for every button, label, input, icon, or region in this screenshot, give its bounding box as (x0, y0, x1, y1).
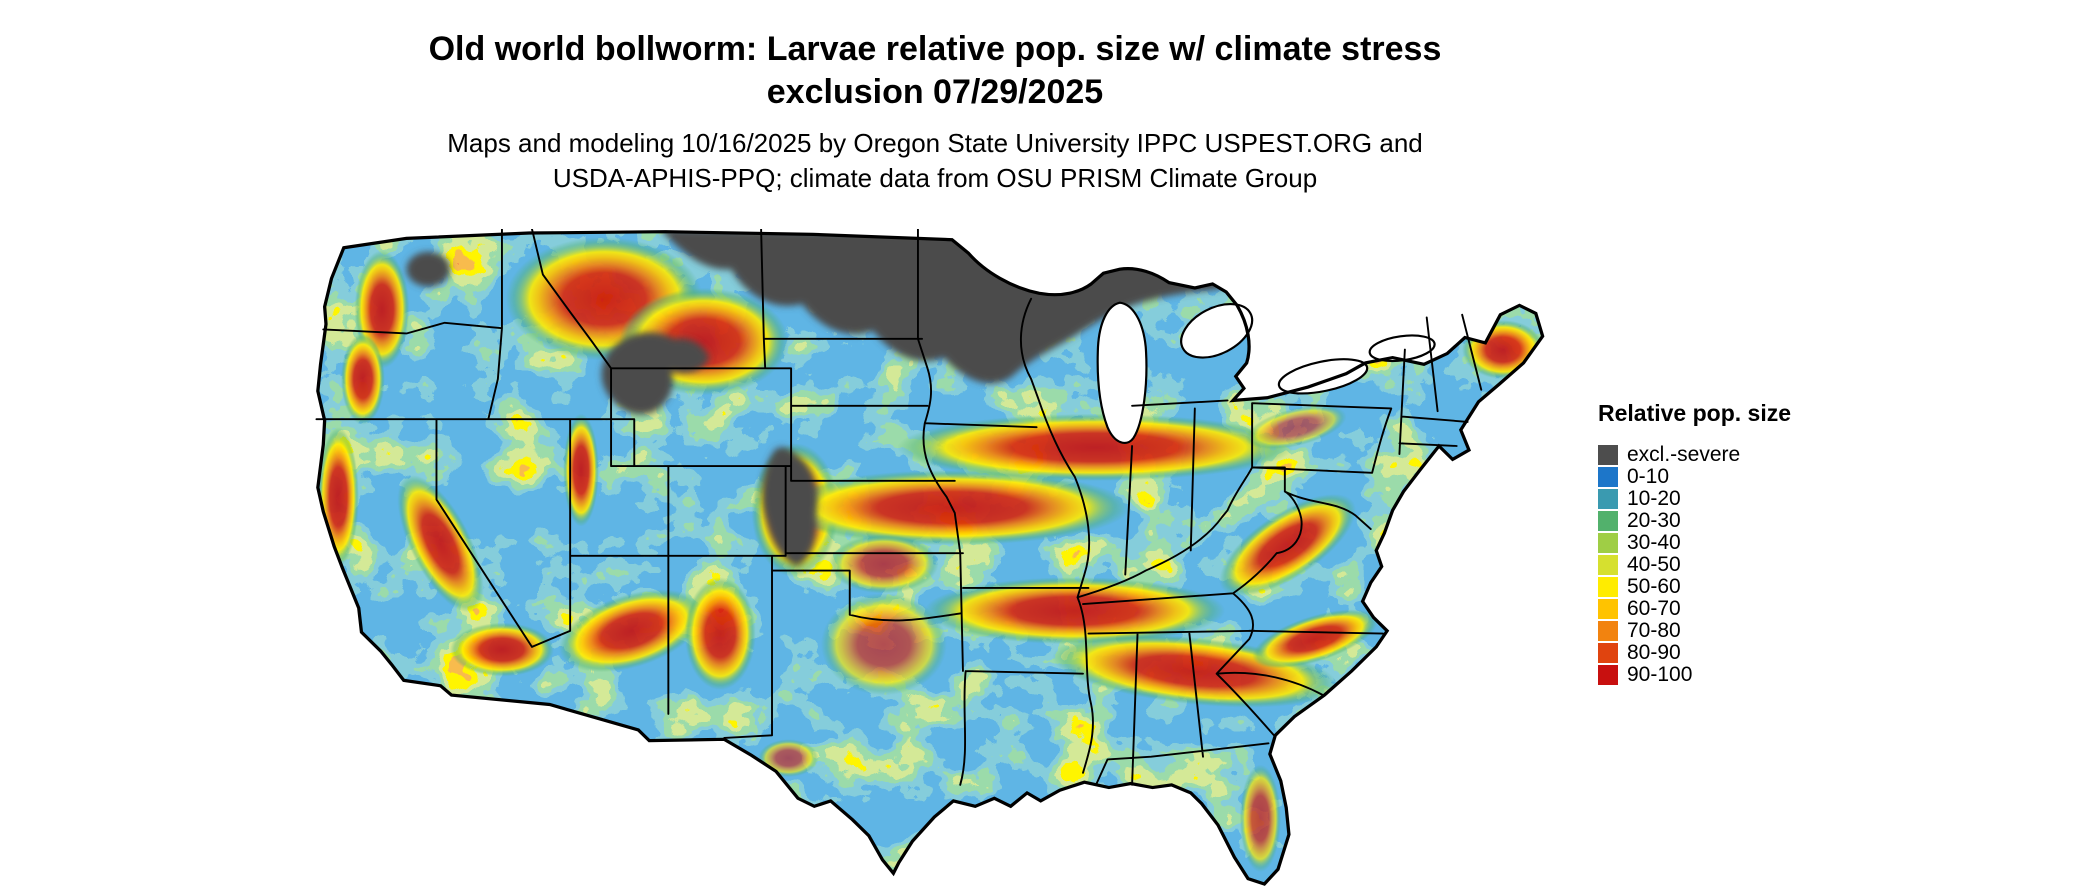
legend-label: 90-100 (1627, 663, 1693, 686)
legend-swatch (1598, 577, 1618, 597)
legend-label: 0-10 (1627, 465, 1670, 488)
legend-swatch (1598, 467, 1618, 487)
legend-label: 60-70 (1627, 597, 1681, 620)
legend-label: 10-20 (1627, 487, 1681, 510)
legend-item: 20-30 (1598, 509, 1791, 532)
map-title-line2: exclusion 07/29/2025 (766, 73, 1104, 111)
legend-swatch (1598, 511, 1618, 531)
legend-item: 30-40 (1598, 531, 1791, 554)
map-subtitle-line2: USDA-APHIS-PPQ; climate data from OSU PR… (552, 163, 1318, 193)
legend-label: 70-80 (1627, 619, 1681, 642)
legend-title: Relative pop. size (1598, 400, 1792, 426)
legend-swatch (1598, 599, 1618, 619)
legend-label: 40-50 (1627, 553, 1681, 576)
legend-item: 0-10 (1598, 465, 1791, 488)
legend-swatch (1598, 445, 1618, 465)
lake-erie (1277, 358, 1369, 395)
legend-label: 30-40 (1627, 531, 1681, 554)
legend-item: 90-100 (1598, 663, 1791, 686)
legend-item: 80-90 (1598, 641, 1791, 664)
legend-swatch (1598, 621, 1618, 641)
legend-label: excl.-severe (1627, 443, 1741, 466)
lake-huron (1180, 302, 1254, 359)
legend: Relative pop. size excl.-severe 0-10 10-… (1598, 400, 1791, 687)
map-title-line1: Old world bollworm: Larvae relative pop.… (428, 30, 1442, 68)
lake-michigan (1096, 301, 1148, 444)
map-subtitle-line1: Maps and modeling 10/16/2025 by Oregon S… (447, 128, 1423, 158)
legend-label: 80-90 (1627, 641, 1681, 664)
legend-item: 70-80 (1598, 619, 1791, 642)
legend-item: 50-60 (1598, 575, 1791, 598)
legend-label: 50-60 (1627, 575, 1681, 598)
legend-swatch (1598, 555, 1618, 575)
legend-items: excl.-severe 0-10 10-20 20-30 (1598, 443, 1791, 686)
legend-label: 20-30 (1627, 509, 1681, 532)
map-header: Old world bollworm: Larvae relative pop.… (335, 28, 1535, 196)
legend-swatch (1598, 489, 1618, 509)
legend-swatch (1598, 643, 1618, 663)
legend-swatch (1598, 533, 1618, 553)
legend-item: excl.-severe (1598, 443, 1791, 466)
legend-item: 40-50 (1598, 553, 1791, 576)
us-raster-map (315, 228, 1545, 886)
legend-item: 60-70 (1598, 597, 1791, 620)
legend-item: 10-20 (1598, 487, 1791, 510)
us-outline (316, 230, 1545, 886)
great-lakes (1096, 301, 1436, 444)
conus-map (311, 228, 1559, 892)
legend-swatch (1598, 665, 1618, 685)
state-borders (315, 228, 1483, 786)
